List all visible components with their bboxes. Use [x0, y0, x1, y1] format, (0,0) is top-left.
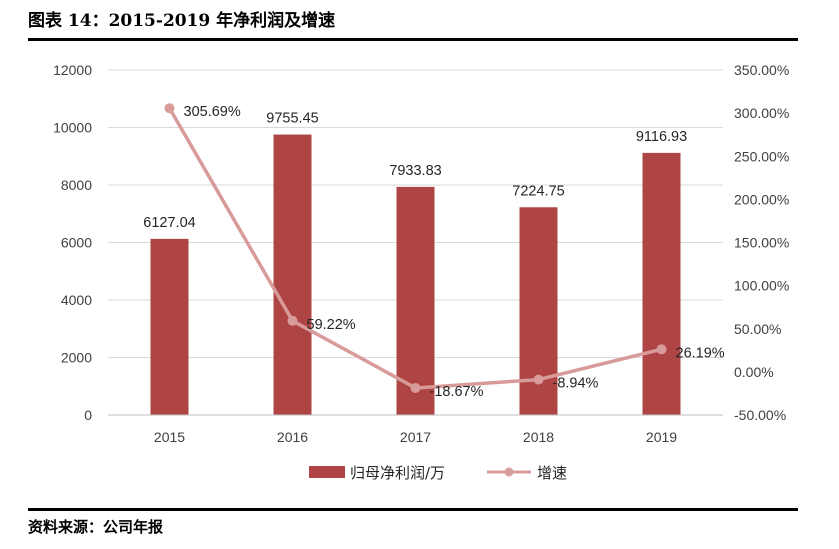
right-tick-label: 250.00%: [734, 148, 789, 164]
bottom-rule: [28, 508, 798, 511]
bar-value-label: 7224.75: [512, 183, 564, 199]
growth-point: [164, 103, 175, 114]
left-tick-label: 8000: [61, 177, 92, 193]
growth-point: [656, 344, 667, 355]
left-tick-label: 6000: [61, 235, 92, 251]
growth-value-label: -8.94%: [553, 376, 599, 392]
category-label: 2016: [277, 429, 308, 445]
category-label: 2015: [154, 429, 185, 445]
growth-point: [287, 315, 298, 326]
line-series: 305.69% 59.22% -18.67% -8.94% 26.19%: [164, 103, 725, 400]
bar: [150, 238, 189, 415]
left-tick-label: 12000: [53, 62, 92, 78]
left-tick-label: 4000: [61, 292, 92, 308]
left-tick-label: 10000: [53, 120, 92, 136]
source-note: 资料来源：公司年报: [28, 518, 164, 536]
legend-line-marker: [504, 467, 514, 477]
right-tick-label: 100.00%: [734, 278, 789, 294]
category-label: 2018: [523, 429, 554, 445]
bar: [396, 186, 435, 415]
growth-point: [533, 374, 544, 385]
legend-line-label: 增速: [537, 464, 567, 482]
legend-bar-label: 归母净利润/万: [350, 464, 445, 482]
growth-value-label: 59.22%: [307, 317, 356, 333]
top-rule: [28, 38, 798, 41]
bar: [273, 134, 312, 415]
left-axis: 0 2000 4000 6000 8000 10000 12000: [53, 62, 92, 423]
growth-value-label: 305.69%: [184, 104, 241, 120]
growth-value-label: 26.19%: [676, 345, 725, 361]
bar-value-label: 6127.04: [143, 215, 195, 231]
bar-value-label: 9116.93: [636, 129, 687, 145]
growth-point: [410, 382, 421, 393]
bar-value-label: 7933.83: [389, 163, 441, 179]
x-axis: 2015 2016 2017 2018 2019: [108, 414, 723, 445]
bar: [642, 152, 681, 416]
right-tick-label: 150.00%: [734, 235, 789, 251]
right-tick-label: 350.00%: [734, 62, 789, 78]
legend: 归母净利润/万 增速: [309, 464, 567, 482]
category-label: 2017: [400, 429, 431, 445]
right-tick-label: 300.00%: [734, 105, 789, 121]
legend-bar-swatch: [309, 466, 345, 478]
right-tick-label: -50.00%: [734, 407, 786, 423]
left-tick-label: 0: [84, 407, 92, 423]
right-tick-label: 200.00%: [734, 191, 789, 207]
category-label: 2019: [646, 429, 677, 445]
bar-value-label: 9755.45: [266, 111, 318, 127]
left-tick-label: 2000: [61, 350, 92, 366]
right-tick-label: 0.00%: [734, 364, 774, 380]
figure-title: 图表 14：2015-2019 年净利润及增速: [28, 11, 336, 31]
bar-series: 6127.04 9755.45 7933.83 7224.75 9116.93: [143, 111, 687, 416]
right-tick-label: 50.00%: [734, 321, 781, 337]
right-axis: -50.00% 0.00% 50.00% 100.00% 150.00% 200.00% 2…: [734, 62, 789, 423]
growth-value-label: -18.67%: [430, 384, 484, 400]
